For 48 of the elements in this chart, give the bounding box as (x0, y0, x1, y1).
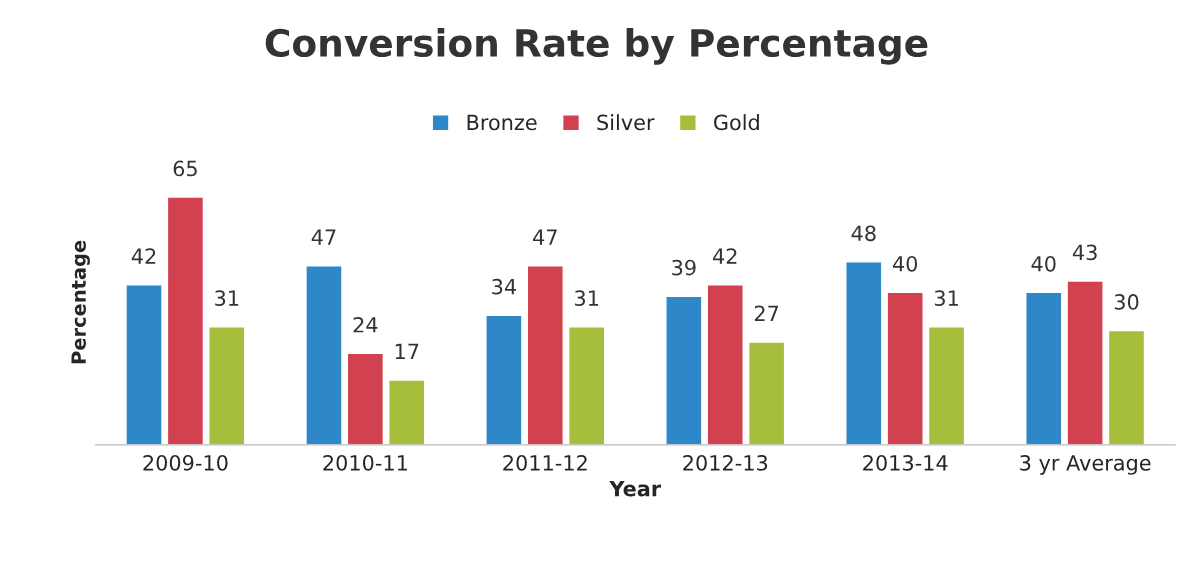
data-label: 34 (492, 278, 516, 295)
x-tick-label: 2011-12 (503, 454, 587, 471)
bar (706, 284, 744, 445)
data-label: 47 (311, 229, 336, 245)
legend-label: Silver (597, 114, 655, 131)
x-tick-label: 2009-10 (143, 454, 228, 471)
data-label: 31 (575, 290, 599, 306)
legend-label: Bronze (467, 114, 537, 131)
data-label: 48 (851, 225, 876, 242)
bar (125, 284, 163, 445)
x-tick-label: 2013-14 (863, 454, 948, 471)
bar (305, 264, 343, 445)
bar (845, 261, 883, 445)
data-label: 27 (754, 305, 779, 321)
bar (526, 264, 564, 445)
data-label: 42 (131, 248, 156, 264)
bar (886, 291, 924, 445)
chart-title: Conversion Rate by Percentage (265, 28, 928, 65)
data-label: 40 (1031, 255, 1056, 272)
x-axis-title: Year (609, 480, 662, 497)
bar (747, 341, 786, 445)
bar (1066, 280, 1104, 445)
bar (567, 325, 606, 445)
data-label: 39 (672, 259, 696, 276)
data-label: 65 (173, 160, 197, 177)
bar (388, 379, 426, 445)
legend-label: Gold (714, 114, 759, 131)
data-label: 42 (713, 248, 737, 264)
data-label: 24 (353, 316, 378, 333)
bar (346, 352, 385, 445)
x-tick-label: 2012-13 (683, 454, 768, 471)
bar (927, 325, 966, 445)
data-label: 31 (215, 290, 239, 306)
data-label: 30 (1114, 294, 1139, 310)
bar (485, 314, 523, 445)
bar (1107, 329, 1146, 445)
data-label: 47 (533, 229, 557, 245)
data-label: 17 (395, 343, 419, 360)
data-label: 43 (1072, 244, 1097, 261)
bar (208, 325, 246, 445)
x-tick-label: 3 yr Average (1020, 454, 1151, 475)
bar (166, 196, 205, 445)
data-label: 31 (934, 290, 958, 306)
data-label: 40 (892, 255, 918, 272)
x-tick-label: 2010-11 (323, 454, 407, 471)
bar (665, 295, 703, 445)
bar (1025, 291, 1063, 445)
y-axis-title: Percentage (71, 240, 90, 364)
